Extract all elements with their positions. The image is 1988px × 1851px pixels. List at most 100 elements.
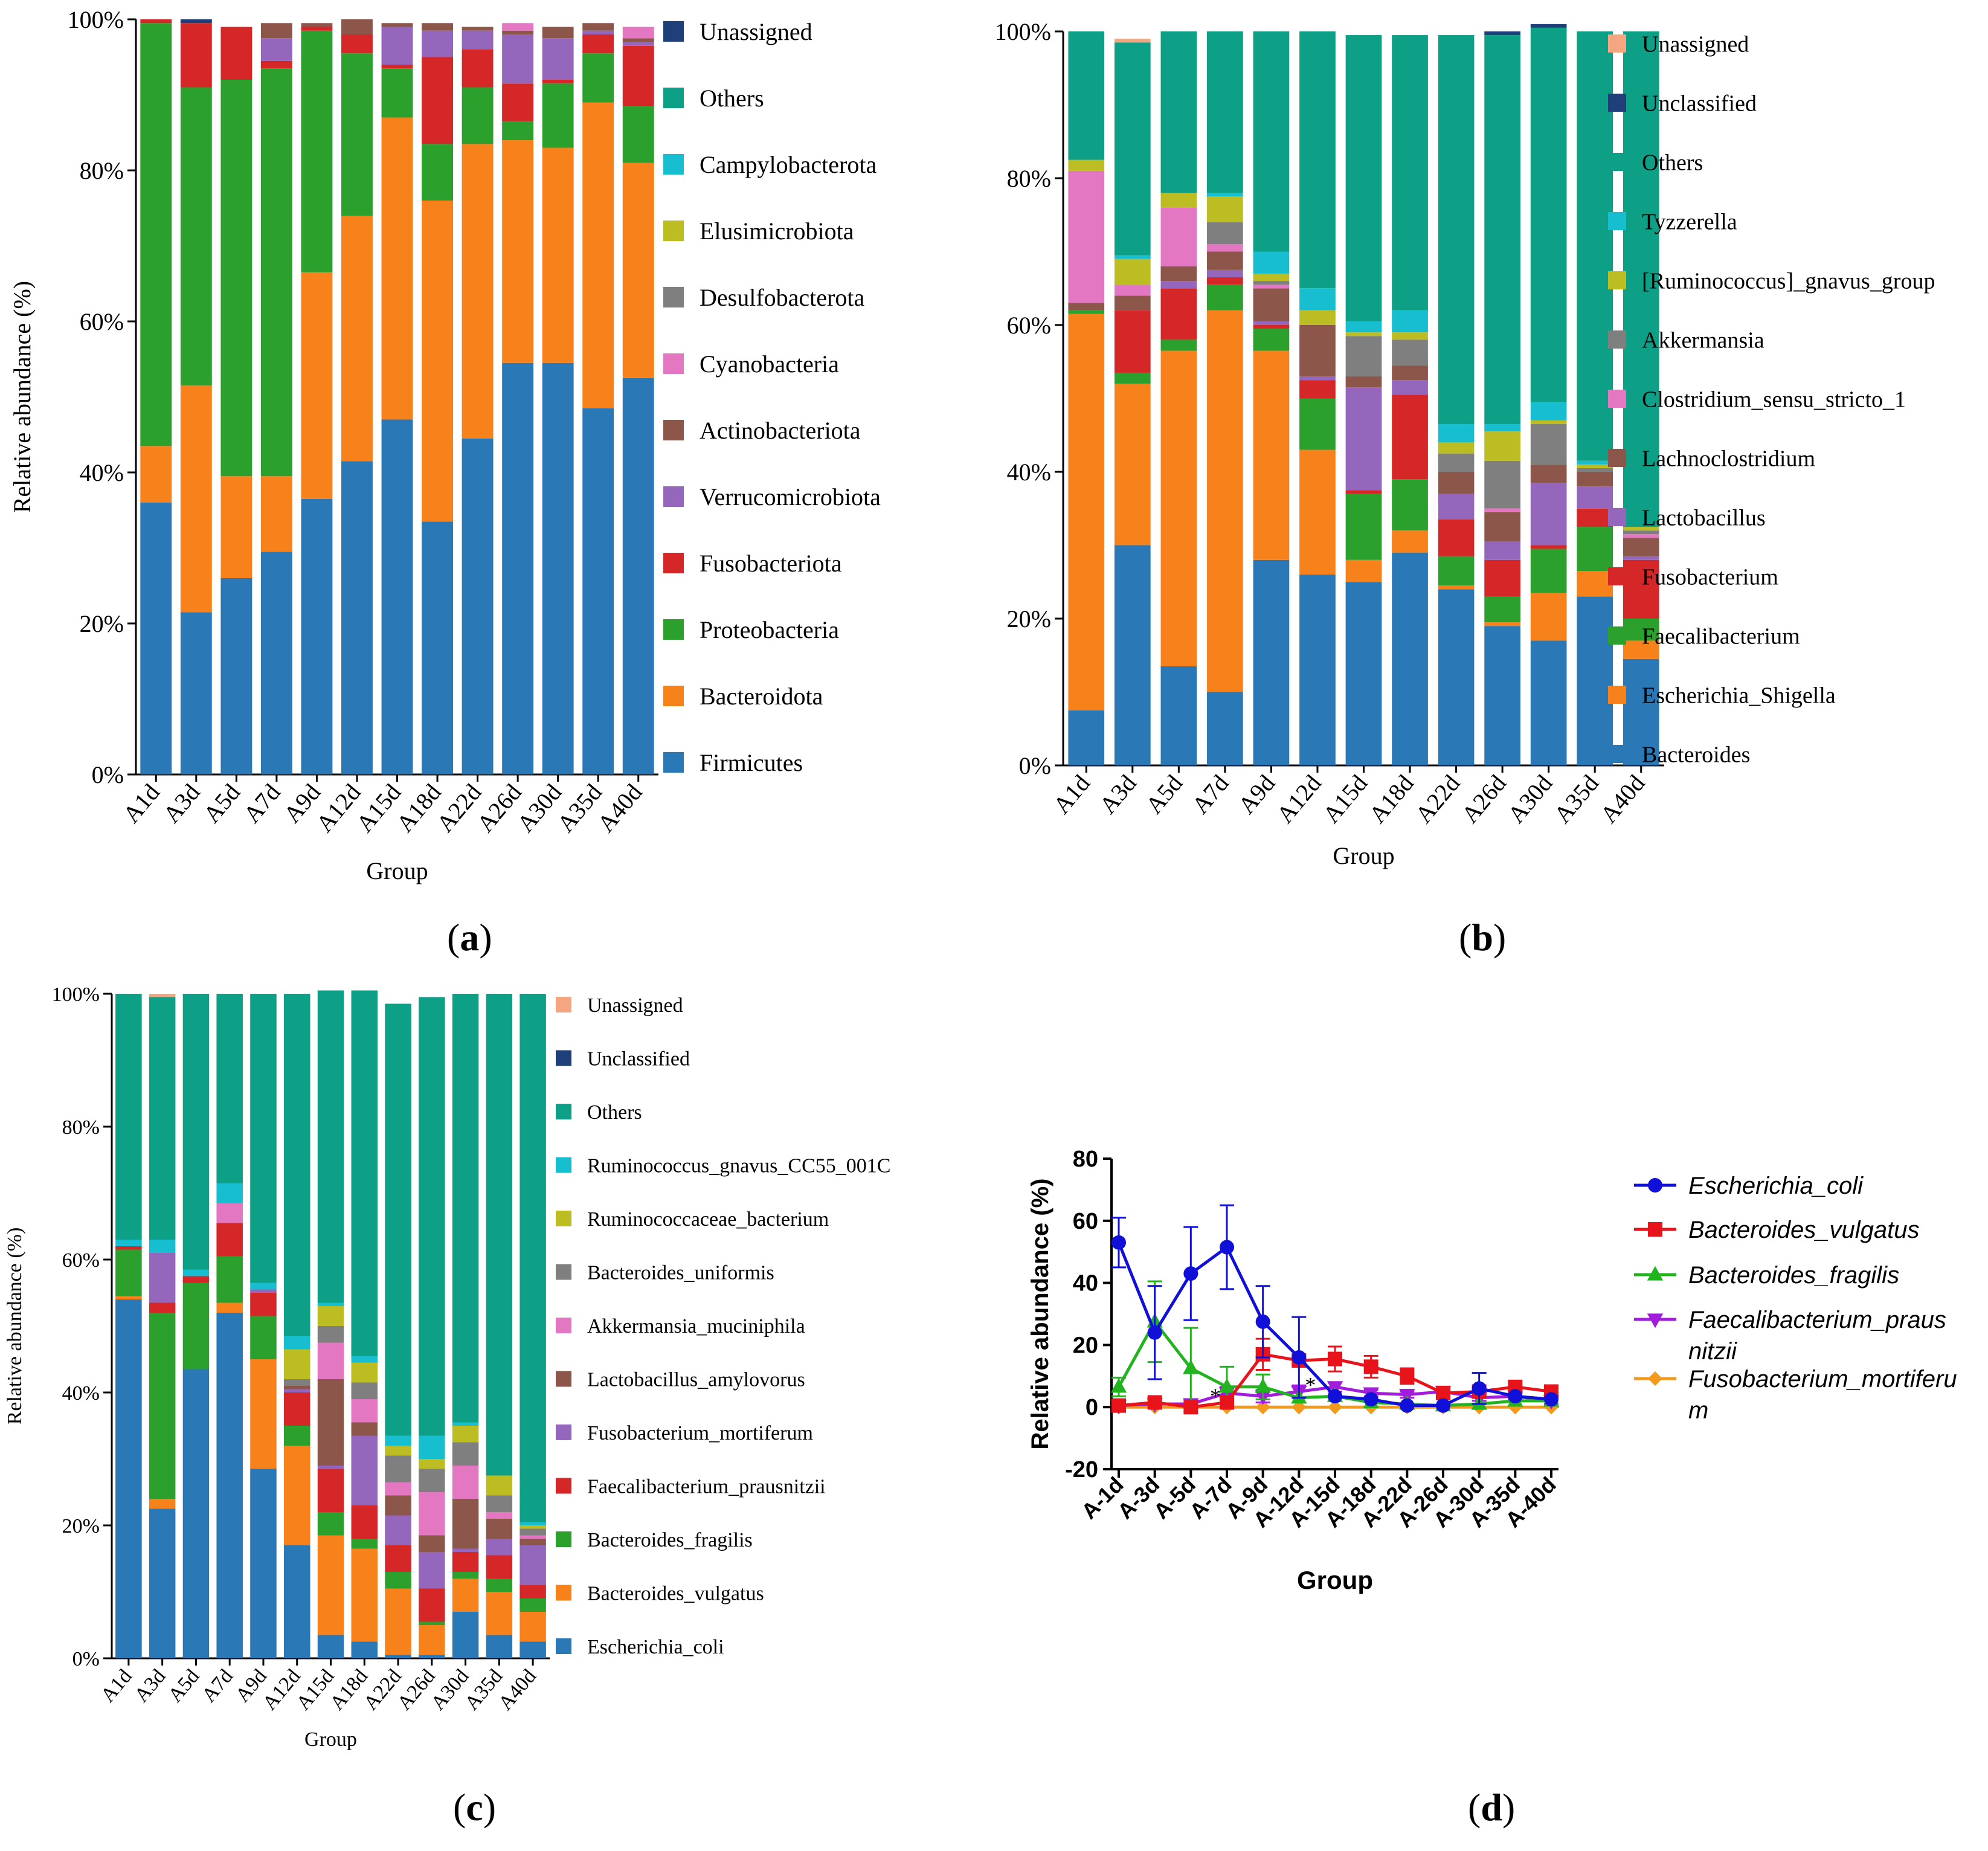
- x-tick-label: A26d: [1456, 770, 1511, 828]
- data-point: [1147, 1325, 1162, 1340]
- bar-segment: [1299, 376, 1336, 381]
- bar-segment: [520, 1612, 546, 1642]
- legend-label: Faecalibacterium_prausnitzii: [587, 1475, 826, 1498]
- bar-segment: [385, 1655, 411, 1658]
- bar-segment: [216, 1203, 243, 1223]
- bar-segment: [250, 1469, 277, 1658]
- y-tick-label: 60: [1073, 1209, 1098, 1234]
- bar-segment: [422, 30, 453, 57]
- bar-segment: [1068, 159, 1105, 171]
- y-tick-label: 20: [1073, 1333, 1098, 1358]
- legend-label: Bacteroides_fragilis: [587, 1529, 753, 1551]
- bar-segment: [385, 1455, 411, 1482]
- bar-segment: [317, 1512, 344, 1536]
- bar-segment: [216, 1302, 243, 1313]
- bar-segment: [115, 1240, 142, 1246]
- data-point: [1147, 1395, 1162, 1410]
- legend-label-line: Escherichia_coli: [1688, 1173, 1864, 1199]
- bar-segment: [452, 1426, 479, 1443]
- bar-segment: [1484, 431, 1520, 461]
- bar-segment: [1345, 387, 1382, 491]
- bar-segment: [422, 57, 453, 144]
- bar-segment: [422, 144, 453, 201]
- bar-segment: [1484, 424, 1520, 432]
- bar-segment: [1484, 541, 1520, 560]
- bar-segment: [486, 1495, 513, 1512]
- legend-label: Fusobacterium_mortiferum: [587, 1422, 813, 1444]
- bar-segment: [1438, 424, 1475, 443]
- chart-a: 0%20%40%60%80%100%A1dA3dA5dA7dA9dA12dA15…: [8, 6, 881, 884]
- bar-segment: [1530, 24, 1567, 28]
- bar-segment: [1438, 494, 1475, 520]
- bar-segment: [1438, 519, 1475, 556]
- legend-swatch: [1608, 686, 1626, 704]
- bar-segment: [452, 994, 479, 1423]
- bar-segment: [1345, 336, 1382, 377]
- legend-label: Faecalibacterium: [1642, 623, 1800, 649]
- bar-segment: [462, 30, 494, 50]
- caption-c: (c): [453, 1786, 497, 1829]
- data-point: [1183, 1400, 1198, 1415]
- bar-segment: [419, 1588, 445, 1622]
- bar-segment: [1530, 464, 1567, 483]
- y-tick-label: 60%: [1007, 312, 1051, 339]
- bar-segment: [385, 1515, 411, 1545]
- bar-segment: [1438, 585, 1475, 590]
- bar-segment: [115, 994, 142, 1240]
- bar-segment: [182, 994, 210, 1270]
- legend-swatch: [663, 553, 684, 573]
- bar-segment: [317, 1306, 344, 1326]
- bar-segment: [1253, 321, 1290, 325]
- bar-segment: [1299, 575, 1336, 765]
- legend-label: Bacteroides: [1642, 742, 1750, 767]
- bar-segment: [1484, 626, 1520, 765]
- bar-segment: [452, 1579, 479, 1612]
- data-point: [1544, 1392, 1559, 1407]
- x-tick-label: A12d: [259, 1665, 305, 1714]
- bar-segment: [220, 578, 253, 774]
- x-axis-title: Group: [1333, 842, 1394, 869]
- legend-label: [Ruminococcus]_gnavus_group: [1642, 268, 1935, 294]
- legend-swatch: [1608, 271, 1626, 289]
- bar-segment: [419, 1492, 445, 1536]
- bar-segment: [419, 1625, 445, 1655]
- legend-swatch: [1608, 153, 1626, 171]
- caption-b-letter: b: [1472, 916, 1493, 959]
- bar-segment: [486, 1519, 513, 1539]
- bar-segment: [1068, 310, 1105, 314]
- bar-segment: [1207, 692, 1243, 765]
- bar-segment: [452, 1572, 479, 1579]
- bar-segment: [283, 1386, 310, 1389]
- bar-segment: [149, 1508, 176, 1658]
- bar-segment: [283, 1379, 310, 1386]
- bar-segment: [1207, 222, 1243, 245]
- bar-segment: [1623, 556, 1659, 560]
- bar-segment: [301, 498, 333, 774]
- bar-segment: [250, 1283, 277, 1290]
- bar-segment: [182, 1269, 210, 1276]
- bar-segment: [1623, 640, 1659, 659]
- bar-segment: [452, 1499, 479, 1549]
- y-tick-label: 60%: [62, 1249, 100, 1272]
- bar-segment: [1392, 530, 1428, 553]
- x-tick-label: A40d: [592, 779, 648, 837]
- bar-segment: [149, 994, 176, 997]
- bar-segment: [452, 1442, 479, 1466]
- bar-segment: [1160, 340, 1197, 351]
- bar-segment: [216, 1313, 243, 1658]
- legend-swatch: [663, 486, 684, 507]
- x-tick-label: A5d: [1140, 770, 1188, 819]
- bar-segment: [1253, 559, 1290, 765]
- bar-segment: [1207, 193, 1243, 197]
- data-point: [1400, 1368, 1415, 1383]
- data-point: [1111, 1398, 1126, 1413]
- bar-segment: [622, 27, 654, 39]
- x-tick-label: A5d: [198, 779, 245, 828]
- bar-segment: [220, 476, 253, 578]
- bar-segment: [341, 19, 373, 34]
- bar-segment: [1299, 449, 1336, 575]
- data-point: [1328, 1351, 1342, 1367]
- bar-segment: [542, 27, 574, 39]
- data-point: [1472, 1381, 1487, 1396]
